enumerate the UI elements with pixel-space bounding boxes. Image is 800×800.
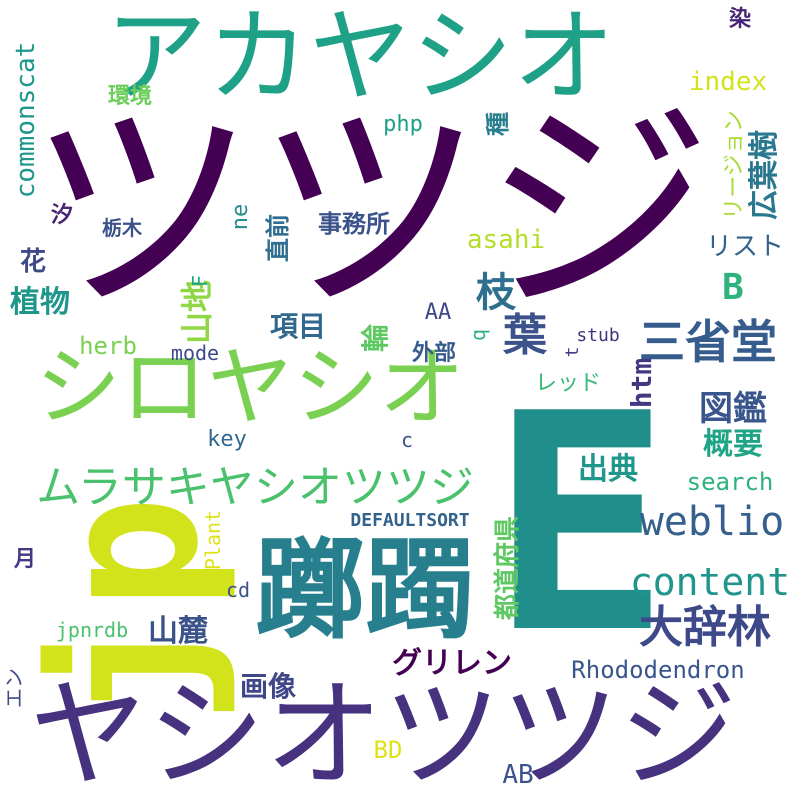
- word-search: search: [686, 468, 774, 496]
- word-daijirin: 大辞林: [639, 602, 771, 653]
- word-content: content: [629, 560, 791, 604]
- word-php: php: [383, 112, 423, 137]
- word-grillen: グリレン: [392, 646, 512, 681]
- word-shutten: 出典: [578, 452, 638, 487]
- word-tsutsuji: ツツジ: [28, 77, 712, 343]
- word-index: index: [688, 67, 768, 97]
- word-key: key: [207, 427, 247, 452]
- word-tsuki: 月: [13, 547, 37, 572]
- word-stub: stub: [576, 325, 620, 346]
- word-eda: 枝: [476, 270, 516, 316]
- word-tekichoku: 躑躅: [255, 526, 475, 654]
- word-chokuzen: 直前: [264, 214, 292, 262]
- word-list: リスト: [705, 232, 785, 262]
- word-shu: 種: [484, 112, 512, 136]
- word-akayashio: アカヤシオ: [105, 0, 615, 117]
- word-BD: BD: [373, 736, 403, 764]
- word-gaibu: 外部: [411, 341, 457, 366]
- word-gazou: 画像: [239, 670, 297, 703]
- word-AA: AA: [424, 300, 452, 325]
- word-region: リージョン: [722, 110, 747, 220]
- word-zukan: 図鑑: [699, 389, 767, 429]
- word-B: B: [722, 267, 744, 308]
- word-mode: mode: [170, 341, 220, 365]
- word-t: t: [562, 346, 583, 358]
- word-sanchi: 山地: [178, 279, 216, 345]
- word-rhododendron: Rhododendron: [571, 656, 745, 684]
- word-en: エン: [2, 668, 26, 708]
- word-tochigi: 栃木: [102, 216, 142, 240]
- word-gaiyou: 概要: [703, 427, 763, 462]
- word-jimusho: 事務所: [318, 210, 390, 238]
- word-yashiotsutsuji: ヤシオツツジ: [28, 666, 738, 800]
- word-koumoku: 項目: [269, 310, 327, 343]
- word-some: 染: [728, 7, 752, 32]
- word-sanroku: 山麓: [148, 614, 208, 649]
- word-wa: 輪: [359, 323, 392, 353]
- word-shokubutsu: 植物: [10, 285, 70, 320]
- word-asahi: asahi: [466, 225, 546, 255]
- word-herb: herb: [79, 332, 137, 360]
- word-murasaki: ムラサキヤシオツツジ: [36, 462, 474, 513]
- word-jpnrdb: jpnrdb: [55, 618, 129, 642]
- word-E: E: [489, 350, 671, 699]
- word-q: q: [466, 328, 490, 342]
- word-F: F: [188, 274, 212, 288]
- word-weblio: weblio: [639, 499, 785, 545]
- word-defaultsort: DEFAULTSORT: [350, 510, 470, 531]
- word-commonscat: commonscat: [11, 41, 41, 199]
- word-sanseido: 三省堂: [639, 315, 777, 369]
- word-koyouju: 広葉樹: [747, 130, 782, 220]
- word-red: レッド: [534, 371, 602, 396]
- word-hana: 花: [19, 247, 47, 277]
- word-jp: jp: [19, 495, 240, 725]
- word-plant: Plant: [201, 509, 225, 571]
- word-cd: cd: [225, 578, 251, 602]
- word-htm: htm: [625, 357, 658, 409]
- word-shiroyashio: シロヤシオ: [35, 338, 465, 438]
- word-ne: ne: [228, 203, 253, 231]
- word-c: c: [400, 428, 414, 452]
- word-shio: 汐: [50, 203, 74, 228]
- word-todoufuken: 都道府県: [493, 515, 523, 621]
- word-ha: 葉: [503, 310, 547, 361]
- word-AB: AB: [502, 760, 534, 790]
- word-kankyou: 環境: [107, 84, 153, 109]
